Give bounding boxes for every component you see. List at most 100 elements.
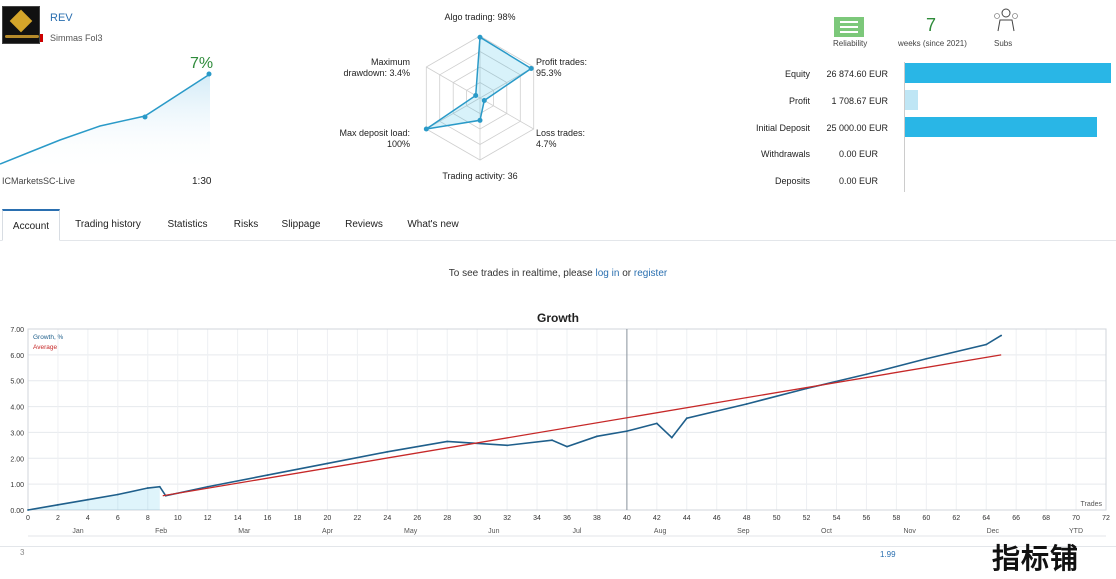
x-tick-label: 28 [443,515,451,522]
tab-slippage[interactable]: Slippage [281,219,321,230]
x-tick-label: 68 [1042,515,1050,522]
y-tick-label: 4.00 [10,405,24,412]
growth-point [326,462,329,465]
growth-chart: 0.001.002.003.004.005.006.007.000 2 4 6 8 10 1… [10,327,1110,537]
initial-deposit-value: 25 000.00 EUR [826,123,888,133]
x-tick-label: 14 [234,515,242,522]
y-tick-label: 7.00 [10,327,24,334]
initial-deposit-label: Initial Deposit [755,123,810,133]
radar-point-4 [423,126,429,132]
month-label: Jan [72,528,83,535]
x-tick-label: 60 [922,515,930,522]
y-tick-label: 2.00 [10,456,24,463]
x-axis-unit: Trades [1080,501,1102,508]
x-tick-label: 26 [413,515,421,522]
y-tick-label: 5.00 [10,379,24,386]
footer-left: 3 [20,548,25,557]
x-tick-label: 16 [264,515,272,522]
login-message: To see trades in realtime, please log in… [0,268,1116,279]
x-tick-label: 22 [353,515,361,522]
x-tick-label: 44 [683,515,691,522]
y-tick-label: 1.00 [10,482,24,489]
profit-value: 1 708.67 EUR [831,96,888,106]
x-tick-label: 50 [773,515,781,522]
deposits-label: Deposits [774,176,810,186]
growth-point [551,439,553,442]
deposits-value: 0.00 EUR [838,176,878,186]
x-tick-label: 12 [204,515,212,522]
x-tick-label: 10 [174,515,182,522]
register-link[interactable]: register [633,268,668,279]
month-label: YTD [1069,528,1083,535]
weeks-value: 7 [926,15,937,35]
growth-point [206,485,209,488]
growth-percent: 7% [190,55,214,72]
x-tick-label: 70 [1072,515,1080,522]
growth-point [925,357,928,360]
month-label: Jul [573,528,582,535]
month-label: Dec [987,528,1000,535]
growth-point [386,450,389,453]
signal-name[interactable]: REV [50,12,73,24]
month-label: May [404,528,418,535]
growth-point [1000,334,1003,337]
tab-risks[interactable]: Risks [233,219,259,230]
radar-point-1 [528,65,534,71]
x-tick-label: 52 [803,515,811,522]
login-link[interactable]: log in [595,268,620,279]
growth-point [625,430,628,433]
leverage: 1:30 [192,176,212,187]
withdrawals-value: 0.00 EUR [838,149,878,159]
tab-reviews[interactable]: Reviews [345,219,383,230]
broker-server[interactable]: ICMarketsSC-Live [2,176,76,186]
month-label: Sep [737,528,750,535]
radar-label-deposit-load: Max deposit load: 100% [339,128,410,149]
x-tick-label: 54 [833,515,841,522]
tab-statistics[interactable]: Statistics [167,219,208,230]
x-tick-label: 66 [1012,515,1020,522]
month-label: Jun [488,528,499,535]
equity-value: 26 874.60 EUR [826,69,888,79]
mini-growth-chart [0,71,212,172]
growth-series-line [27,334,1002,511]
growth-point [655,422,658,425]
month-label: Apr [322,528,334,535]
x-tick-label: 56 [863,515,871,522]
x-tick-label: 46 [713,515,721,522]
signal-logo [2,6,40,44]
x-tick-label: 62 [952,515,960,522]
login-message-middle: or [619,268,634,279]
month-label: Oct [821,528,832,535]
x-tick-label: 48 [743,515,751,522]
growth-chart-title: Growth [537,311,579,325]
x-tick-label: 58 [892,515,900,522]
radar-point-3 [477,117,483,123]
x-tick-label: 40 [623,515,631,522]
x-tick-label: 4 [86,515,90,522]
x-tick-label: 32 [503,515,511,522]
radar-point-2 [481,97,487,103]
growth-point [116,493,119,496]
x-tick-label: 34 [533,515,541,522]
tab-whats-new[interactable]: What's new [407,219,459,230]
tab-bar: Account Trading history Statistics Risks… [0,209,1116,241]
average-series-line [162,354,1002,497]
growth-point [27,509,29,511]
month-label: Nov [903,528,916,535]
radar-point-5 [473,93,479,99]
legend-average: Average [33,344,57,351]
tab-account[interactable]: Account [2,209,60,241]
footer-divider [0,546,1116,547]
growth-point [670,436,673,439]
x-tick-label: 24 [383,515,391,522]
tab-trading-history[interactable]: Trading history [75,219,141,230]
profit-bar [905,90,918,110]
radar-label-activity: Trading activity: 36 [442,171,518,181]
owner-name[interactable]: Simmas Fol3 [50,33,103,43]
subscribers-icon [994,8,1018,32]
radar-label-algo: Algo trading: 98% [444,12,516,22]
x-tick-label: 20 [324,515,332,522]
radar-label-profit-trades: Profit trades: 95.3% [536,57,588,78]
x-tick-label: 0 [26,515,30,522]
stat-bar-axis [904,62,905,192]
